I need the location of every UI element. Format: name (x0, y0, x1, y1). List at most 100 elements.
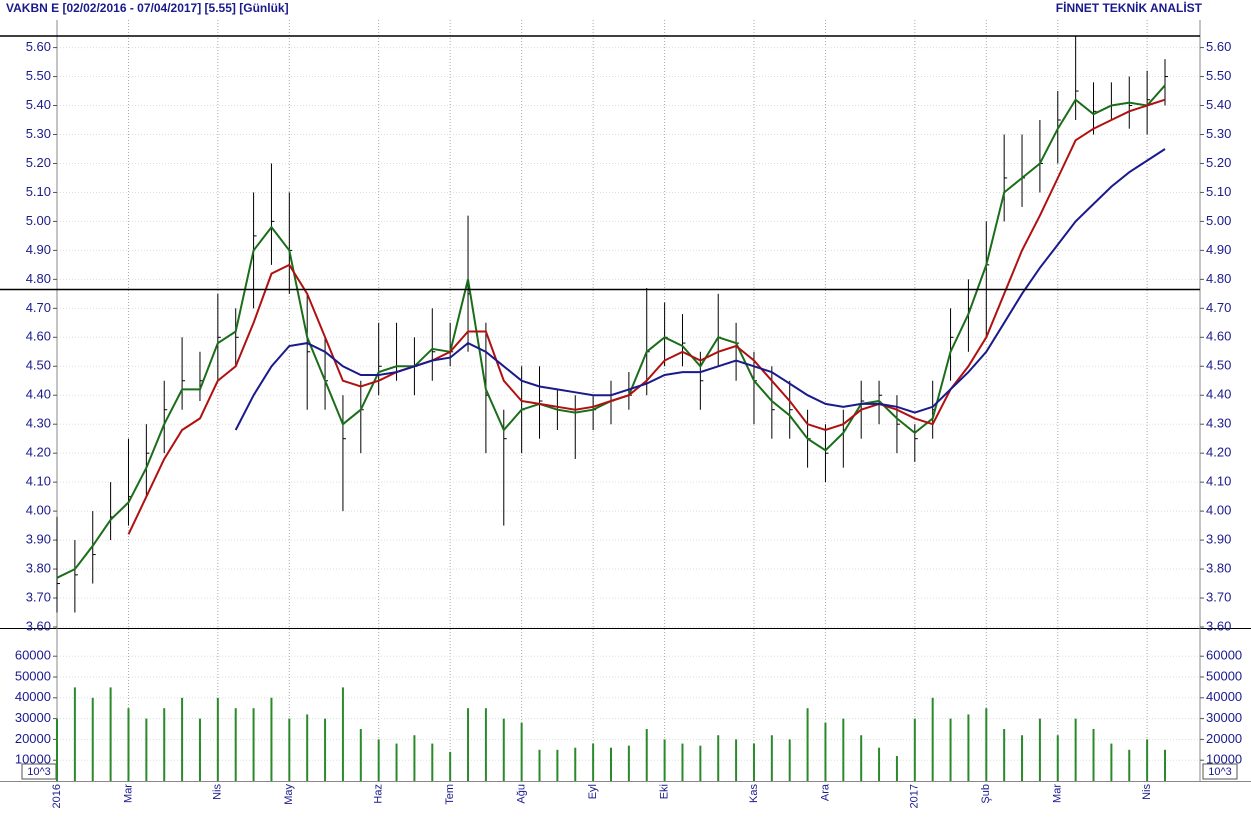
volume-bar (985, 708, 988, 781)
volume-bar (1092, 729, 1095, 781)
volume-bar (806, 708, 809, 781)
volume-bar (592, 743, 595, 781)
y-tick-label: 5.40 (26, 97, 51, 112)
y-tick-label: 5.00 (1206, 213, 1231, 228)
volume-bar (109, 687, 112, 781)
y-tick-label: 60000 (1206, 648, 1242, 663)
x-tick-label: May (283, 784, 295, 805)
volume-bar (56, 718, 58, 781)
volume-bar (1038, 718, 1041, 781)
x-tick-label: 2017 (909, 784, 921, 808)
y-tick-label: 50000 (15, 668, 51, 683)
y-tick-label: 3.60 (26, 618, 51, 633)
y-tick-label: 3.70 (26, 589, 51, 604)
volume-bar (1003, 729, 1006, 781)
y-tick-label: 30000 (15, 710, 51, 725)
y-tick-label: 60000 (15, 648, 51, 663)
y-tick-label: 20000 (1206, 731, 1242, 746)
volume-bar (949, 718, 952, 781)
unit-label: 10^3 (1208, 766, 1232, 778)
volume-bar (163, 708, 166, 781)
y-tick-label: 3.70 (1206, 589, 1231, 604)
y-tick-label: 4.10 (26, 474, 51, 489)
y-tick-label: 4.60 (26, 329, 51, 344)
volume-bar (234, 708, 237, 781)
moving-average (127, 98, 1166, 535)
volume-bar (663, 739, 666, 781)
y-tick-label: 20000 (15, 731, 51, 746)
volume-bar (699, 745, 702, 781)
volume-bar (377, 739, 380, 781)
x-tick-label: Ara (819, 783, 831, 801)
y-tick-label: 4.30 (1206, 416, 1231, 431)
x-tick-label: Mar (1052, 784, 1064, 803)
volume-bar (467, 708, 470, 781)
y-tick-label: 5.20 (1206, 155, 1231, 170)
y-tick-label: 4.50 (1206, 358, 1231, 373)
volume-bar (270, 697, 273, 781)
x-tick-label: Şub (980, 784, 992, 804)
volume-bar (717, 735, 720, 781)
y-tick-label: 5.60 (1206, 39, 1231, 54)
volume-bar (127, 708, 130, 781)
y-tick-label: 5.40 (1206, 97, 1231, 112)
y-tick-label: 4.00 (1206, 503, 1231, 518)
x-tick-label: Eki (659, 784, 671, 799)
y-tick-label: 4.60 (1206, 329, 1231, 344)
y-tick-label: 5.20 (26, 155, 51, 170)
volume-bar (1056, 735, 1059, 781)
volume-bar (395, 743, 398, 781)
volume-bar (913, 718, 916, 781)
volume-bar (145, 718, 148, 781)
volume-bar (1146, 739, 1149, 781)
y-tick-label: 3.80 (26, 560, 51, 575)
volume-bar (770, 735, 773, 781)
y-tick-label: 5.10 (1206, 184, 1231, 199)
y-tick-label: 5.00 (26, 213, 51, 228)
volume-bar (73, 687, 76, 781)
y-tick-label: 3.80 (1206, 560, 1231, 575)
volume-bar (681, 743, 684, 781)
y-tick-label: 50000 (1206, 668, 1242, 683)
volume-bar (484, 708, 487, 781)
volume-bar (574, 747, 577, 781)
volume-bar (788, 739, 791, 781)
volume-bar (324, 718, 327, 781)
volume-bar (359, 729, 362, 781)
x-tick-label: Mar (122, 784, 134, 803)
y-tick-label: 5.10 (26, 184, 51, 199)
y-tick-label: 40000 (15, 689, 51, 704)
y-tick-label: 4.90 (26, 242, 51, 257)
y-tick-label: 3.90 (26, 532, 51, 547)
volume-bar (931, 697, 934, 781)
unit-box (1202, 763, 1238, 780)
y-tick-label: 4.30 (26, 416, 51, 431)
x-tick-label: Tem (444, 784, 456, 805)
y-tick-label: 4.10 (1206, 474, 1231, 489)
volume-bar (842, 718, 845, 781)
y-tick-label: 4.80 (1206, 271, 1231, 286)
x-tick-label: Nis (1141, 784, 1153, 800)
x-tick-label: Kas (748, 784, 760, 803)
moving-average (234, 148, 1166, 431)
y-tick-label: 4.20 (26, 445, 51, 460)
y-tick-label: 5.30 (1206, 126, 1231, 141)
y-tick-label: 4.90 (1206, 242, 1231, 257)
y-tick-label: 30000 (1206, 710, 1242, 725)
y-tick-label: 10000 (15, 752, 51, 767)
volume-bar (1074, 718, 1077, 781)
y-tick-label: 4.20 (1206, 445, 1231, 460)
x-tick-label: 2016 (51, 784, 63, 808)
volume-bar (556, 749, 559, 781)
volume-bar (288, 718, 291, 781)
volume-bar (520, 722, 523, 781)
volume-bar (91, 697, 94, 781)
volume-bar (878, 747, 881, 781)
volume-bar (627, 745, 630, 781)
y-tick-label: 5.60 (26, 39, 51, 54)
volume-bar (198, 718, 201, 781)
volume-bar (252, 708, 255, 781)
y-tick-label: 4.70 (26, 300, 51, 315)
